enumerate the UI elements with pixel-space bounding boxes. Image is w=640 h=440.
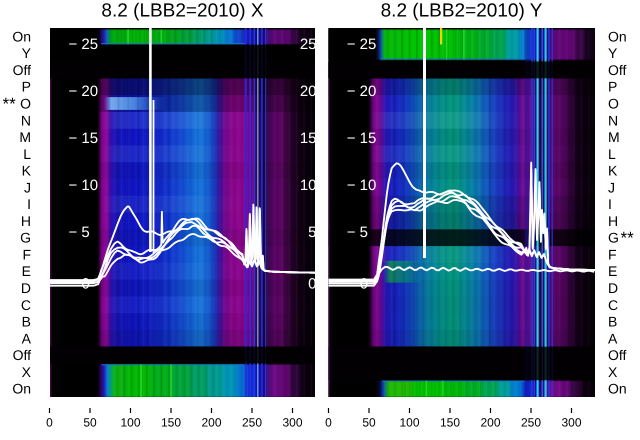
svg-text:F: F (608, 246, 617, 262)
svg-text:P: P (608, 79, 617, 95)
svg-text:D: D (608, 280, 618, 296)
svg-text:N: N (608, 112, 618, 128)
svg-text:G: G (608, 230, 619, 246)
svg-text:F: F (22, 246, 31, 262)
svg-text:D: D (21, 280, 31, 296)
svg-text:8.2 (LBB2=2010) X: 8.2 (LBB2=2010) X (101, 1, 263, 22)
svg-text:E: E (22, 263, 31, 279)
svg-text:I: I (608, 196, 612, 212)
svg-text:250: 250 (242, 416, 262, 430)
svg-text:50: 50 (362, 416, 376, 430)
svg-text:10: 10 (300, 177, 317, 194)
svg-text:**: ** (621, 229, 635, 248)
svg-text:C: C (21, 297, 31, 313)
svg-text:J: J (608, 179, 615, 195)
svg-text:On: On (12, 381, 31, 397)
svg-text:**: ** (3, 95, 17, 114)
svg-text:150: 150 (440, 416, 460, 430)
svg-text:H: H (608, 213, 618, 229)
svg-text:0: 0 (46, 416, 53, 430)
svg-text:On: On (608, 381, 627, 397)
svg-text:100: 100 (120, 416, 140, 430)
svg-text:0: 0 (82, 275, 90, 292)
svg-text:H: H (21, 213, 31, 229)
svg-text:− 25: − 25 (347, 36, 377, 53)
svg-text:O: O (608, 96, 619, 112)
svg-text:B: B (608, 314, 617, 330)
svg-text:L: L (23, 146, 31, 162)
svg-text:X: X (22, 364, 32, 380)
svg-text:G: G (20, 230, 31, 246)
svg-text:N: N (21, 112, 31, 128)
svg-text:− 15: − 15 (69, 130, 99, 147)
svg-text:15: 15 (300, 130, 317, 147)
svg-text:150: 150 (161, 416, 181, 430)
svg-text:Y: Y (22, 45, 32, 61)
svg-text:20: 20 (300, 83, 317, 100)
svg-text:L: L (608, 146, 616, 162)
svg-text:I: I (27, 196, 31, 212)
svg-text:Y: Y (608, 45, 618, 61)
svg-text:B: B (22, 314, 31, 330)
svg-text:A: A (22, 330, 32, 346)
svg-text:− 20: − 20 (69, 83, 99, 100)
svg-text:200: 200 (480, 416, 500, 430)
svg-text:X: X (608, 364, 618, 380)
svg-text:300: 300 (561, 416, 581, 430)
svg-text:200: 200 (201, 416, 221, 430)
svg-text:0: 0 (325, 416, 332, 430)
svg-text:− 5: − 5 (347, 224, 368, 241)
svg-text:A: A (608, 330, 618, 346)
svg-text:0: 0 (360, 275, 368, 292)
svg-text:On: On (12, 28, 31, 44)
svg-text:M: M (19, 129, 31, 145)
svg-text:8.2 (LBB2=2010) Y: 8.2 (LBB2=2010) Y (381, 1, 543, 22)
svg-text:50: 50 (83, 416, 97, 430)
svg-text:K: K (608, 163, 618, 179)
svg-text:300: 300 (282, 416, 302, 430)
svg-text:E: E (608, 263, 617, 279)
svg-text:M: M (608, 129, 620, 145)
svg-text:− 5: − 5 (69, 224, 90, 241)
svg-text:J: J (24, 179, 31, 195)
svg-text:K: K (22, 163, 32, 179)
svg-text:On: On (608, 28, 627, 44)
svg-text:− 10: − 10 (69, 177, 99, 194)
svg-text:− 25: − 25 (69, 36, 99, 53)
svg-text:Off: Off (13, 62, 32, 78)
svg-text:Off: Off (13, 347, 32, 363)
svg-text:0: 0 (308, 275, 316, 292)
svg-text:Off: Off (608, 347, 627, 363)
svg-text:− 15: − 15 (347, 130, 377, 147)
svg-text:− 20: − 20 (347, 83, 377, 100)
svg-text:5: 5 (308, 224, 316, 241)
svg-text:250: 250 (521, 416, 541, 430)
svg-text:O: O (20, 96, 31, 112)
svg-text:25: 25 (300, 36, 317, 53)
svg-text:Off: Off (608, 62, 627, 78)
svg-text:P: P (22, 79, 31, 95)
svg-text:100: 100 (399, 416, 419, 430)
svg-text:− 10: − 10 (347, 177, 377, 194)
svg-text:C: C (608, 297, 618, 313)
